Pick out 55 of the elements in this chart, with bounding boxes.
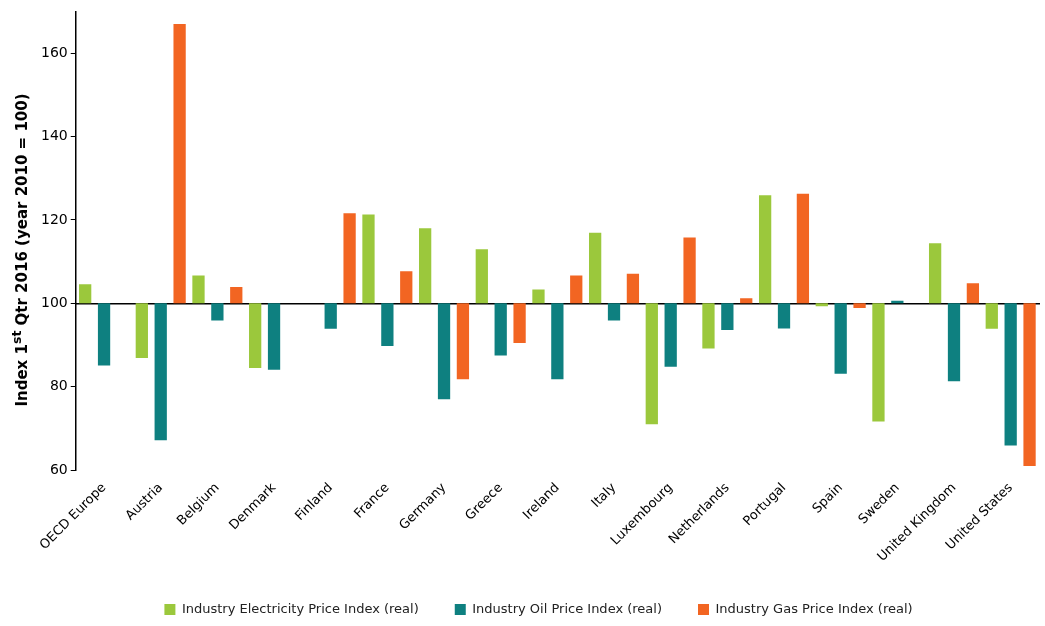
bar bbox=[551, 303, 564, 380]
bar bbox=[947, 303, 961, 382]
bar bbox=[626, 273, 640, 304]
bar bbox=[721, 303, 734, 331]
bar bbox=[343, 213, 356, 304]
bar bbox=[79, 284, 92, 304]
bar bbox=[740, 298, 753, 304]
bar bbox=[192, 275, 205, 304]
legend-label: Industry Oil Price Index (real) bbox=[472, 600, 663, 616]
bar bbox=[475, 249, 488, 304]
bar bbox=[173, 23, 186, 304]
bar bbox=[607, 303, 621, 321]
bar bbox=[985, 303, 998, 329]
y-tick-label: 80 bbox=[49, 377, 68, 394]
bar bbox=[664, 303, 677, 367]
bar bbox=[381, 303, 394, 346]
bar bbox=[211, 303, 224, 321]
y-tick-label: 100 bbox=[40, 294, 68, 310]
bar bbox=[267, 303, 281, 370]
bar bbox=[683, 237, 696, 304]
bar bbox=[419, 228, 432, 304]
y-tick-label: 60 bbox=[49, 460, 68, 477]
bar bbox=[154, 303, 167, 441]
bar bbox=[589, 232, 602, 304]
bar bbox=[135, 303, 148, 358]
bar bbox=[1004, 303, 1017, 446]
y-tick-label: 160 bbox=[40, 43, 68, 60]
bar bbox=[796, 193, 810, 304]
bar bbox=[834, 303, 847, 374]
legend-label: Industry Gas Price Index (real) bbox=[715, 600, 913, 616]
bar bbox=[400, 271, 413, 304]
bar bbox=[494, 303, 507, 356]
bar bbox=[324, 303, 337, 329]
bar bbox=[1023, 303, 1036, 467]
bar bbox=[532, 289, 545, 304]
bar bbox=[97, 303, 111, 366]
bar bbox=[437, 303, 451, 400]
legend-label: Industry Electricity Price Index (real) bbox=[181, 600, 419, 616]
bar bbox=[872, 303, 885, 422]
bar bbox=[230, 287, 243, 304]
bar bbox=[513, 303, 526, 343]
bar bbox=[362, 214, 375, 304]
bar bbox=[758, 195, 772, 304]
y-tick-label: 120 bbox=[40, 210, 68, 227]
bar bbox=[249, 303, 262, 368]
bar bbox=[815, 303, 828, 307]
bar bbox=[570, 275, 583, 304]
bar bbox=[928, 243, 942, 304]
bar bbox=[702, 303, 715, 349]
y-tick-label: 140 bbox=[40, 127, 68, 144]
bar bbox=[966, 283, 980, 304]
bar bbox=[456, 303, 470, 380]
bar bbox=[853, 303, 866, 308]
bar bbox=[777, 303, 791, 329]
bar bbox=[645, 303, 658, 425]
